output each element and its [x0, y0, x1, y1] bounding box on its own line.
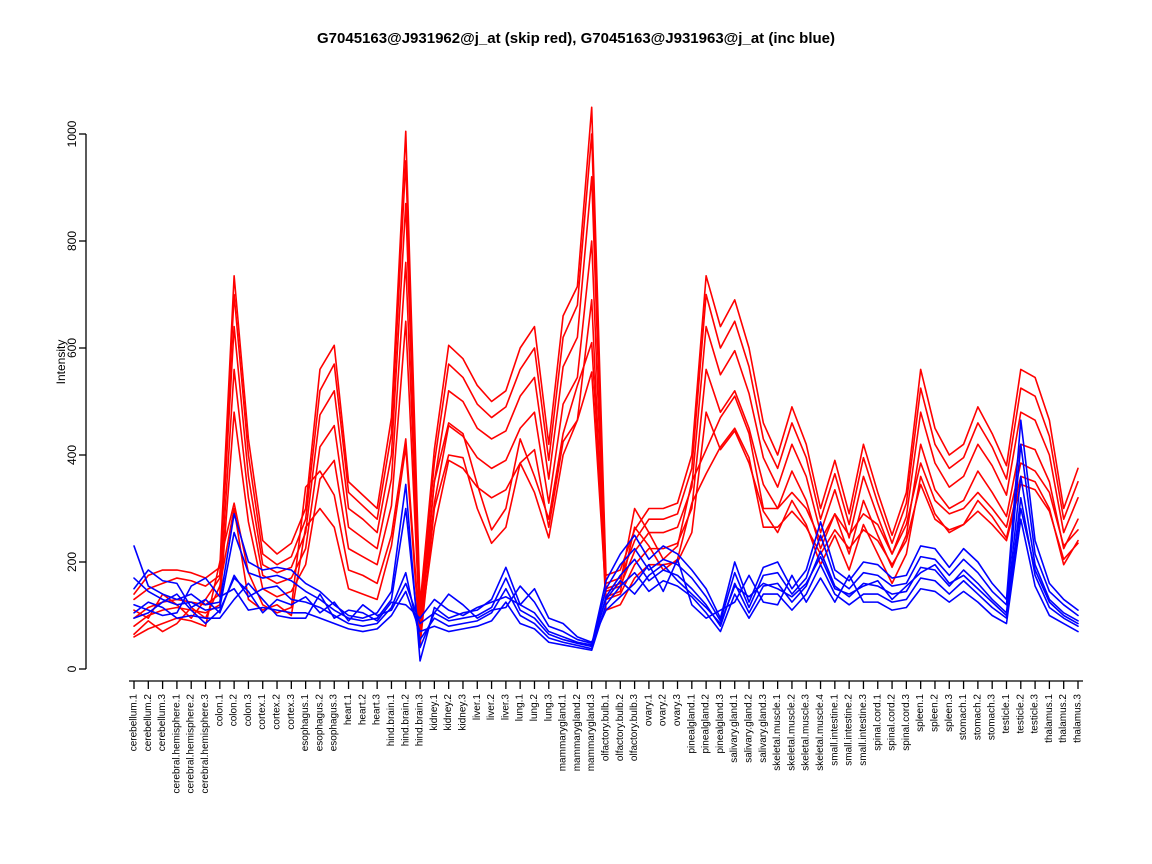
series-line — [133, 518, 1079, 644]
x-tick-label: esophagus.1 — [300, 694, 311, 752]
x-tick-labels: cerebellum.1 cerebellum.2 cerebellum.3 cere… — [129, 694, 1084, 794]
x-tick-label: cerebral.hemisphere.1 — [171, 694, 182, 794]
x-tick-label: heart.3 — [372, 694, 383, 726]
x-tick-label: lung.1 — [515, 694, 526, 722]
x-tick-label: mammarygland.2 — [572, 694, 583, 772]
x-tick-label: cerebral.hemisphere.3 — [200, 694, 211, 794]
x-tick-label: kidney.1 — [429, 694, 440, 731]
x-tick-label: salivary.gland.1 — [729, 694, 740, 763]
x-tick-label: small.intestine.3 — [858, 694, 869, 766]
x-tick-label: olfactory.bulb.1 — [601, 694, 612, 762]
x-tick-label: liver.1 — [472, 694, 483, 721]
x-tick-label: hind.brain.2 — [400, 694, 411, 747]
x-tick-label: testicle.1 — [1001, 694, 1012, 734]
series-line — [133, 497, 1079, 652]
x-tick-label: spleen.3 — [944, 694, 955, 732]
x-tick-label: salivary.gland.3 — [758, 694, 769, 763]
x-tick-label: mammarygland.3 — [586, 694, 597, 772]
x-tick-label: lung.3 — [543, 694, 554, 722]
x-tick-label: spleen.2 — [929, 694, 940, 732]
x-tick-label: colon.3 — [243, 694, 254, 727]
x-tick-label: pinealgland.2 — [701, 694, 712, 754]
x-tick-label: spinal.cord.1 — [872, 694, 883, 751]
x-tick-label: spleen.1 — [915, 694, 926, 732]
x-tick-label: ovary.1 — [643, 694, 654, 726]
series-line — [133, 475, 1079, 650]
x-tick-label: testicle.2 — [1015, 694, 1026, 734]
x-tick-label: thalamus.2 — [1058, 694, 1069, 743]
x-tick-label: cerebral.hemisphere.2 — [186, 694, 197, 794]
series-lines — [133, 106, 1079, 662]
series-line — [133, 443, 1079, 649]
x-tick-label: heart.2 — [357, 694, 368, 726]
x-tick-label: colon.1 — [214, 694, 225, 727]
series-line — [133, 133, 1079, 614]
x-tick-label: hind.brain.1 — [386, 694, 397, 747]
x-tick-label: cerebellum.2 — [143, 694, 154, 752]
x-tick-label: cerebellum.1 — [129, 694, 140, 752]
x-tick-label: skeletal.muscle.4 — [815, 694, 826, 771]
y-tick-label: 800 — [65, 231, 79, 251]
y-axis-title: Intensity — [54, 339, 68, 385]
x-tick-label: pinealgland.3 — [715, 694, 726, 754]
series-line — [133, 507, 1079, 645]
x-tick-label: cerebellum.3 — [157, 694, 168, 752]
x-tick-label: spinal.cord.3 — [901, 694, 912, 751]
y-tick-label: 200 — [65, 552, 79, 572]
x-tick-label: kidney.3 — [457, 694, 468, 731]
x-tick-label: small.intestine.1 — [829, 694, 840, 766]
x-tick-label: ovary.2 — [658, 694, 669, 726]
y-tick-label: 0 — [65, 665, 79, 672]
x-tick-label: kidney.2 — [443, 694, 454, 731]
x-tick-label: hind.brain.3 — [415, 694, 426, 747]
x-tick-label: spinal.cord.2 — [887, 694, 898, 751]
x-tick-label: skeletal.muscle.2 — [786, 694, 797, 771]
x-tick-label: stomach.3 — [987, 694, 998, 741]
x-tick-label: thalamus.3 — [1073, 694, 1084, 743]
x-tick-label: colon.2 — [229, 694, 240, 727]
x-tick-label: salivary.gland.2 — [744, 694, 755, 763]
x-tick-label: esophagus.3 — [329, 694, 340, 752]
x-tick-label: stomach.2 — [972, 694, 983, 741]
x-tick-label: liver.3 — [500, 694, 511, 721]
chart-title: G7045163@J931962@j_at (skip red), G70451… — [317, 30, 835, 47]
y-axis: 0 200 400 600 800 1000 — [65, 120, 87, 672]
x-tick-label: ovary.3 — [672, 694, 683, 726]
x-tick-label: cortex.2 — [272, 694, 283, 730]
x-tick-label: cortex.3 — [286, 694, 297, 730]
x-axis — [129, 680, 1083, 689]
y-tick-label: 1000 — [65, 120, 79, 147]
x-tick-label: skeletal.muscle.3 — [801, 694, 812, 771]
x-tick-label: heart.1 — [343, 694, 354, 726]
x-tick-label: olfactory.bulb.3 — [629, 694, 640, 762]
x-tick-label: stomach.1 — [958, 694, 969, 741]
x-tick-label: pinealgland.1 — [686, 694, 697, 754]
x-tick-label: liver.2 — [486, 694, 497, 721]
x-tick-label: lung.2 — [529, 694, 540, 722]
x-tick-label: small.intestine.2 — [844, 694, 855, 766]
y-tick-label: 400 — [65, 445, 79, 465]
x-tick-label: olfactory.bulb.2 — [615, 694, 626, 762]
x-tick-label: thalamus.1 — [1044, 694, 1055, 743]
x-tick-label: mammarygland.1 — [558, 694, 569, 772]
x-tick-label: cortex.1 — [257, 694, 268, 730]
x-tick-label: testicle.3 — [1030, 694, 1041, 734]
x-tick-label: esophagus.2 — [314, 694, 325, 752]
series-line — [133, 419, 1079, 662]
x-tick-label: skeletal.muscle.1 — [772, 694, 783, 771]
y-tick-label: 600 — [65, 338, 79, 358]
series-line — [133, 106, 1079, 606]
